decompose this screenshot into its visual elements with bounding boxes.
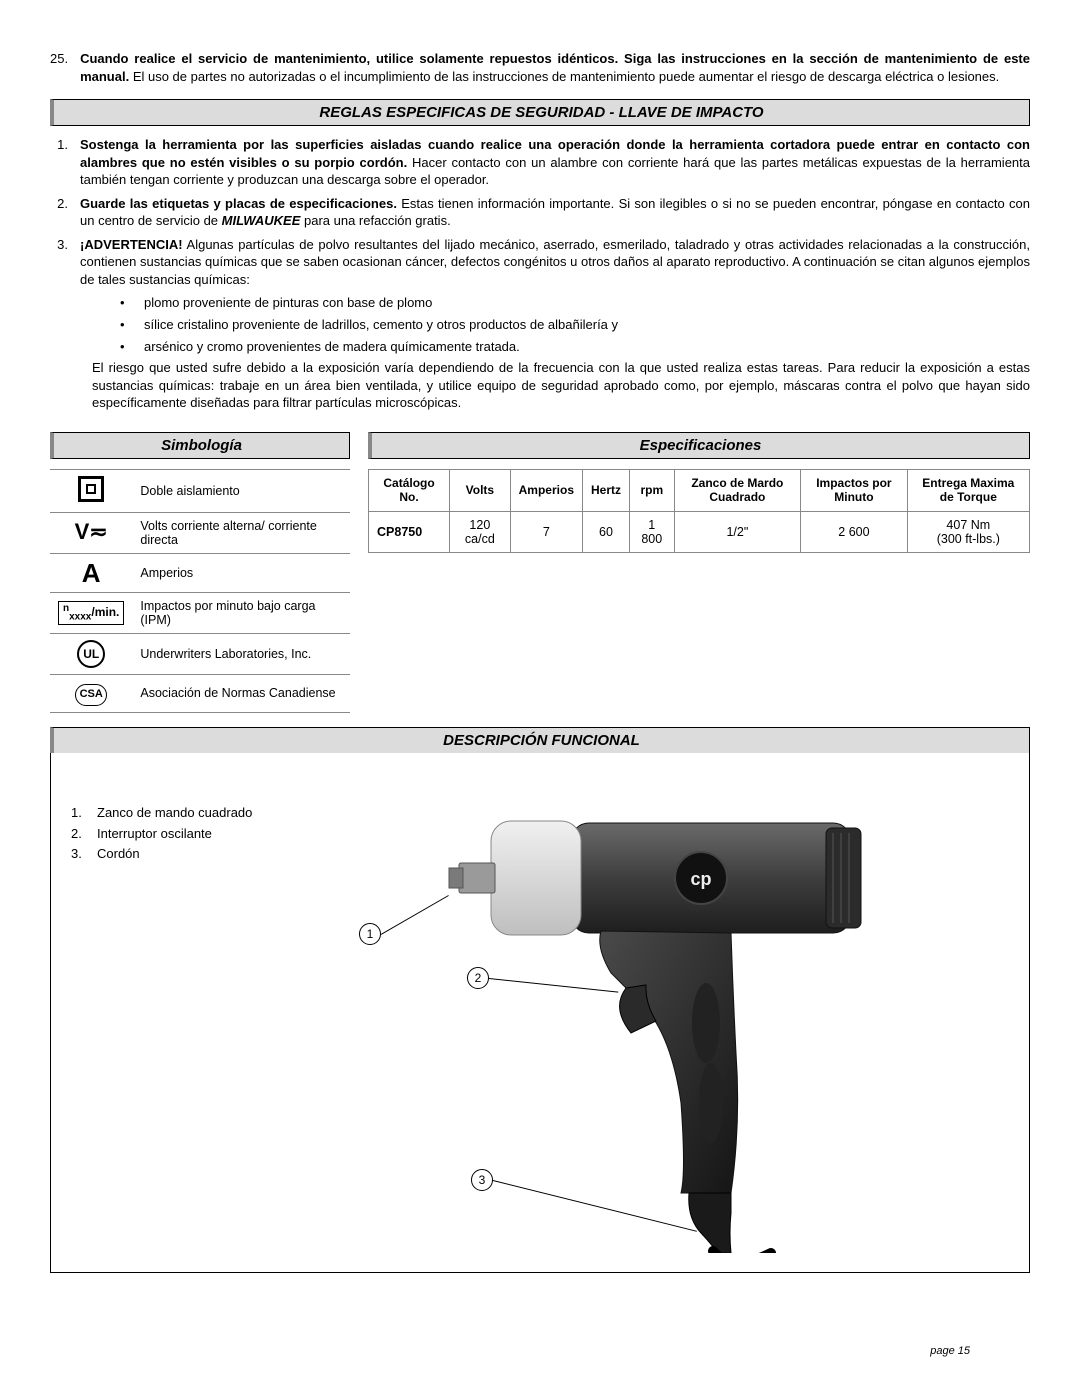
sym-label: Amperios: [132, 553, 350, 592]
spec-th-hertz: Hertz: [583, 469, 630, 511]
sym-row: CSA Asociación de Normas Canadiense: [50, 674, 350, 712]
spec-ipm: 2 600: [801, 511, 907, 552]
sym-icon-ul: UL: [50, 633, 132, 674]
rule-1: 1. Sostenga la herramienta por las super…: [50, 136, 1030, 189]
bullet-dot-icon: •: [120, 316, 144, 334]
sym-icon-amps: A: [50, 553, 132, 592]
sym-label: Volts corriente alterna/ corriente direc…: [132, 512, 350, 553]
page: 25. Cuando realice el servicio de manten…: [0, 0, 1080, 1397]
spec-amps: 7: [510, 511, 582, 552]
symbology-table: Doble aislamiento V≂ Volts corriente alt…: [50, 469, 350, 713]
section-bar-safety: REGLAS ESPECIFICAS DE SEGURIDAD - LLAVE …: [50, 99, 1030, 126]
sym-label: Doble aislamiento: [132, 469, 350, 512]
rule-2-bold: Guarde las etiquetas y placas de especif…: [80, 196, 397, 211]
rule-25-rest: El uso de partes no autorizadas o el inc…: [129, 69, 999, 84]
diagram-label-num: 1.: [71, 803, 97, 824]
rule-3-num: 3.: [50, 236, 80, 289]
sym-label: Underwriters Laboratories, Inc.: [132, 633, 350, 674]
spec-rpm: 1 800: [630, 511, 675, 552]
rule-25: 25. Cuando realice el servicio de manten…: [50, 50, 1030, 85]
spec-th-anvil: Zanco de Mardo Cuadrado: [674, 469, 801, 511]
sym-row: V≂ Volts corriente alterna/ corriente di…: [50, 512, 350, 553]
page-number: page 15: [930, 1345, 970, 1357]
ipm-icon: nxxxx/min.: [58, 601, 124, 625]
section-bar-spec: Especificaciones: [368, 432, 1030, 459]
spec-catalog: CP8750: [369, 511, 450, 552]
spec-torque-ft: (300 ft-lbs.): [937, 532, 1000, 546]
rule-3-body: ¡ADVERTENCIA! Algunas partículas de polv…: [80, 236, 1030, 289]
section-bar-symbology: Simbología: [50, 432, 350, 459]
functional-diagram: 1. Zanco de mando cuadrado 2. Interrupto…: [50, 753, 1030, 1273]
sym-row: UL Underwriters Laboratories, Inc.: [50, 633, 350, 674]
diagram-label-text: Cordón: [97, 844, 140, 865]
volts-acdc-icon: V≂: [75, 522, 108, 542]
sym-icon-ipm: nxxxx/min.: [50, 592, 132, 633]
rule-2-body: Guarde las etiquetas y placas de especif…: [80, 195, 1030, 230]
spec-hertz: 60: [583, 511, 630, 552]
post-paragraph: El riesgo que usted sufre debido a la ex…: [92, 359, 1030, 412]
amps-icon: A: [82, 558, 101, 588]
diagram-label-text: Zanco de mando cuadrado: [97, 803, 252, 824]
ul-icon: UL: [77, 640, 105, 668]
diagram-label-text: Interruptor oscilante: [97, 824, 212, 845]
spec-th-catalog: Catálogo No.: [369, 469, 450, 511]
spec-th-amps: Amperios: [510, 469, 582, 511]
spec-column: Especificaciones Catálogo No. Volts Ampe…: [368, 418, 1030, 713]
svg-text:cp: cp: [690, 869, 711, 889]
spec-header-row: Catálogo No. Volts Amperios Hertz rpm Za…: [369, 469, 1030, 511]
sym-row: Doble aislamiento: [50, 469, 350, 512]
callout-1: 1: [359, 923, 381, 945]
spec-th-volts: Volts: [450, 469, 511, 511]
bullet-3: • arsénico y cromo provenientes de mader…: [120, 338, 1030, 356]
rule-2-num: 2.: [50, 195, 80, 230]
bullet-2: • sílice cristalino proveniente de ladri…: [120, 316, 1030, 334]
sym-row: nxxxx/min. Impactos por minuto bajo carg…: [50, 592, 350, 633]
sym-label: Impactos por minuto bajo carga (IPM): [132, 592, 350, 633]
sym-icon-volts: V≂: [50, 512, 132, 553]
csa-icon: CSA: [75, 684, 107, 706]
rule-2-brand: MILWAUKEE: [222, 213, 301, 228]
bullet-1: • plomo proveniente de pinturas con base…: [120, 294, 1030, 312]
rule-1-num: 1.: [50, 136, 80, 189]
sym-label: Asociación de Normas Canadiense: [132, 674, 350, 712]
bullet-dot-icon: •: [120, 338, 144, 356]
symbology-column: Simbología Doble aislamiento V≂ Volts co…: [50, 418, 350, 713]
rule-3-bold: ¡ADVERTENCIA!: [80, 237, 183, 252]
callout-3: 3: [471, 1169, 493, 1191]
sym-icon-double-insulation: [50, 469, 132, 512]
rule-25-num: 25.: [50, 50, 80, 85]
sym-row: A Amperios: [50, 553, 350, 592]
spec-data-row: CP8750 120 ca/cd 7 60 1 800 1/2" 2 600 4…: [369, 511, 1030, 552]
spec-torque: 407 Nm (300 ft-lbs.): [907, 511, 1029, 552]
spec-th-torque: Entrega Maxima de Torque: [907, 469, 1029, 511]
rule-25-body: Cuando realice el servicio de mantenimie…: [80, 50, 1030, 85]
spec-anvil: 1/2": [674, 511, 801, 552]
bullet-dot-icon: •: [120, 294, 144, 312]
sym-icon-csa: CSA: [50, 674, 132, 712]
double-insulation-icon: [78, 476, 104, 502]
rule-2-rest2: para una refacción gratis.: [300, 213, 450, 228]
section-bar-desc: DESCRIPCIÓN FUNCIONAL: [50, 727, 1030, 753]
bullet-1-text: plomo proveniente de pinturas con base d…: [144, 294, 1030, 312]
spec-volts: 120 ca/cd: [450, 511, 511, 552]
bullet-3-text: arsénico y cromo provenientes de madera …: [144, 338, 1030, 356]
rule-2: 2. Guarde las etiquetas y placas de espe…: [50, 195, 1030, 230]
spec-table: Catálogo No. Volts Amperios Hertz rpm Za…: [368, 469, 1030, 553]
callout-2: 2: [467, 967, 489, 989]
rule-3: 3. ¡ADVERTENCIA! Algunas partículas de p…: [50, 236, 1030, 289]
rule-3-rest: Algunas partículas de polvo resultantes …: [80, 237, 1030, 287]
spec-th-rpm: rpm: [630, 469, 675, 511]
diagram-label-num: 3.: [71, 844, 97, 865]
spec-th-ipm: Impactos por Minuto: [801, 469, 907, 511]
diagram-label-num: 2.: [71, 824, 97, 845]
bullet-2-text: sílice cristalino proveniente de ladrill…: [144, 316, 1030, 334]
spec-torque-nm: 407 Nm: [946, 518, 990, 532]
rule-1-body: Sostenga la herramienta por las superfic…: [80, 136, 1030, 189]
two-column-region: Simbología Doble aislamiento V≂ Volts co…: [50, 418, 1030, 713]
